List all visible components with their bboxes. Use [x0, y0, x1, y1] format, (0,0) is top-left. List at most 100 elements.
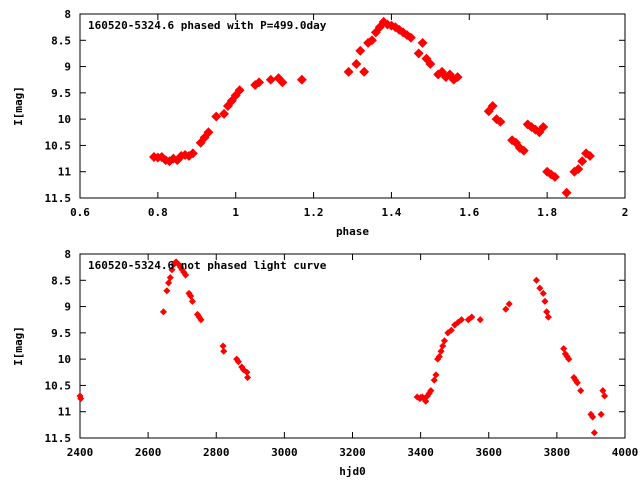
x-tick-label: 1.4 [381, 206, 401, 219]
data-point [234, 358, 242, 366]
y-tick-label: 11.5 [45, 192, 72, 205]
x-axis-label: phase [336, 225, 369, 238]
y-tick-label: 11 [58, 406, 72, 419]
y-tick-label: 8.5 [51, 274, 71, 287]
data-point [165, 279, 173, 287]
y-axis-label: I[mag] [12, 86, 25, 126]
data-point [432, 371, 440, 379]
data-point [565, 355, 573, 363]
data-point [457, 316, 466, 324]
x-tick-label: 4000 [612, 446, 639, 459]
data-point [544, 313, 552, 321]
data-point [437, 347, 445, 355]
x-tick-label: 3200 [339, 446, 366, 459]
data-point [277, 77, 288, 88]
data-point [518, 145, 529, 156]
y-tick-label: 9.5 [51, 87, 71, 100]
data-point [560, 345, 568, 353]
unphased-light-curve-panel: 2400 2600 2800 3000 3200 3400 3600 3800 4000 8 8.5… [12, 248, 638, 478]
data-point [254, 77, 265, 88]
y-tick-label: 8.5 [51, 34, 71, 47]
data-point [296, 74, 307, 85]
data-point [359, 66, 370, 77]
data-point [244, 374, 252, 382]
data-point [435, 352, 443, 361]
data-point [543, 308, 551, 316]
data-point [168, 266, 176, 274]
plot-frame [79, 13, 626, 199]
phased-light-curve-panel: 0.6 0.8 1 1.2 1.4 1.6 1.8 2 8 8.5 9 9.5 10 10.5 11 11.5… [12, 8, 628, 238]
x-tick-label: 3000 [271, 446, 298, 459]
data-point [502, 305, 510, 313]
data-point [211, 111, 222, 122]
data-point [495, 116, 506, 127]
data-point [425, 58, 436, 69]
x-tick-label: 3600 [476, 446, 503, 459]
data-point [541, 297, 549, 305]
data-point [427, 387, 435, 395]
y-tick-label: 10 [58, 353, 71, 366]
data-point [439, 342, 447, 350]
x-tick-label: 1 [232, 206, 239, 219]
x-tick-label: 2800 [203, 446, 230, 459]
x-tick-label: 1.6 [459, 206, 479, 219]
y-tick-label: 8 [64, 8, 71, 21]
data-point [573, 379, 581, 387]
y-tick-label: 9 [64, 61, 71, 74]
y-tick-label: 10.5 [45, 379, 72, 392]
data-point [219, 342, 227, 350]
y-axis-label: I[mag] [12, 326, 25, 366]
data-point [355, 45, 366, 56]
data-point [243, 368, 251, 376]
x-tick-label: 1.2 [304, 206, 324, 219]
data-point [589, 413, 597, 421]
data-point [577, 387, 585, 395]
x-tick-label: 2 [622, 206, 629, 219]
data-point [413, 48, 424, 59]
data-point [405, 32, 416, 43]
chart-title: 160520-5324.6 not phased light curve [88, 259, 327, 272]
data-point [77, 395, 85, 403]
data-point [561, 187, 572, 198]
data-point [599, 387, 607, 395]
data-point [549, 172, 560, 182]
data-point [343, 66, 354, 77]
data-point [487, 101, 498, 111]
data-point [187, 292, 195, 300]
data-point [590, 429, 598, 437]
data-point [585, 150, 595, 161]
x-tick-label: 3800 [544, 446, 571, 459]
data-point [234, 85, 245, 96]
x-tick-label: 2600 [135, 446, 162, 459]
x-tick-label: 1.8 [537, 206, 557, 219]
data-point [422, 397, 430, 405]
data-point [182, 271, 190, 279]
chart-title: 160520-5324.6 phased with P=499.0day [88, 19, 327, 32]
x-tick-label: 0.6 [70, 206, 90, 219]
data-point [166, 274, 174, 282]
data-point [197, 316, 205, 324]
y-tick-label: 8 [64, 248, 71, 261]
data-point [265, 74, 276, 85]
data-point [476, 316, 484, 324]
y-tick-label: 10.5 [45, 139, 72, 152]
data-point [536, 284, 544, 292]
data-point [468, 313, 476, 321]
data-point [219, 108, 229, 119]
data-point [447, 326, 455, 334]
data-point [187, 148, 198, 159]
data-point [601, 392, 609, 400]
y-tick-label: 11 [58, 166, 72, 179]
x-tick-label: 2400 [67, 446, 94, 459]
x-tick-label: 3400 [407, 446, 434, 459]
x-axis-label: hjd0 [339, 465, 366, 478]
plot-frame [79, 253, 626, 439]
data-point [532, 276, 540, 284]
y-tick-label: 9 [64, 301, 71, 314]
data-point [203, 127, 214, 138]
data-point [417, 37, 428, 48]
data-point [577, 156, 588, 167]
data-point [573, 164, 584, 175]
data-point [188, 297, 196, 305]
